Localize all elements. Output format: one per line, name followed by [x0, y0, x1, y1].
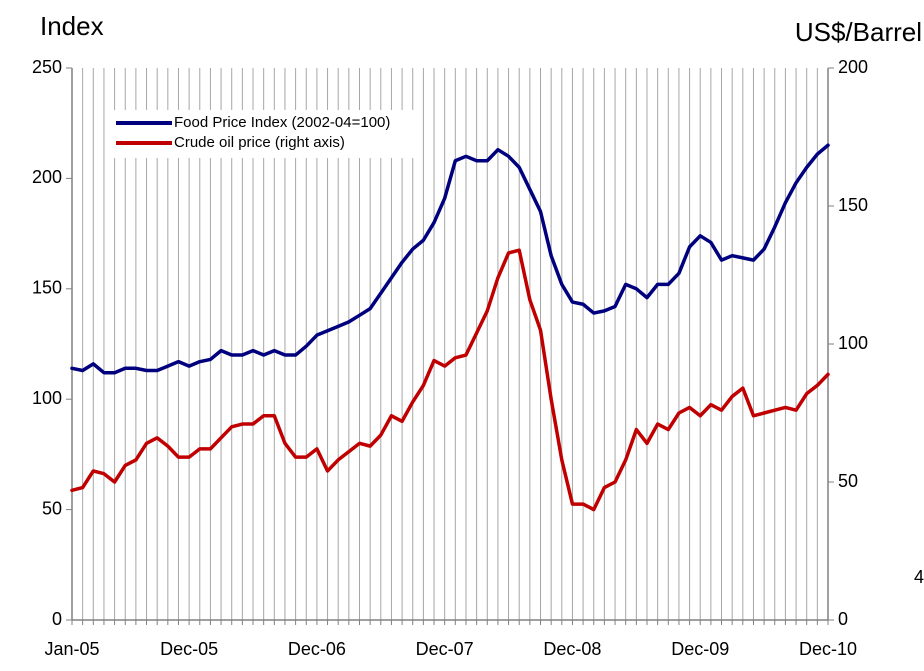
annotation: 4	[914, 567, 924, 587]
series-line	[70, 143, 830, 375]
y-tick-label: 50	[42, 498, 62, 518]
x-tick-label: Dec-10	[799, 639, 857, 659]
series-line	[70, 248, 830, 512]
legend-item: Crude oil price (right axis)	[116, 134, 416, 152]
x-tick-label: Dec-09	[671, 639, 729, 659]
y-tick-label: 0	[52, 609, 62, 629]
y2-tick-label: 200	[838, 57, 868, 77]
y2-tick-label: 50	[838, 471, 858, 491]
y-tick-label: 200	[32, 167, 62, 187]
legend-swatch	[116, 141, 172, 145]
x-tick-label: Dec-07	[416, 639, 474, 659]
y-tick-label: 150	[32, 278, 62, 298]
y-axis-title: Index	[40, 11, 104, 41]
x-tick-label: Dec-05	[160, 639, 218, 659]
legend-label: Food Price Index (2002-04=100)	[174, 114, 391, 131]
legend-item: Food Price Index (2002-04=100)	[116, 114, 416, 132]
x-tick-label: Dec-06	[288, 639, 346, 659]
legend-swatch	[116, 121, 172, 125]
x-tick-label: Jan-05	[44, 639, 99, 659]
x-tick-label: Dec-08	[543, 639, 601, 659]
y2-tick-label: 150	[838, 195, 868, 215]
y-tick-label: 100	[32, 388, 62, 408]
legend-label: Crude oil price (right axis)	[174, 134, 345, 151]
y-tick-label: 250	[32, 57, 62, 77]
y2-tick-label: 0	[838, 609, 848, 629]
legend: Food Price Index (2002-04=100) Crude oil …	[112, 110, 420, 158]
y2-tick-label: 100	[838, 333, 868, 353]
y2-axis-title: US$/Barrel	[795, 17, 922, 47]
